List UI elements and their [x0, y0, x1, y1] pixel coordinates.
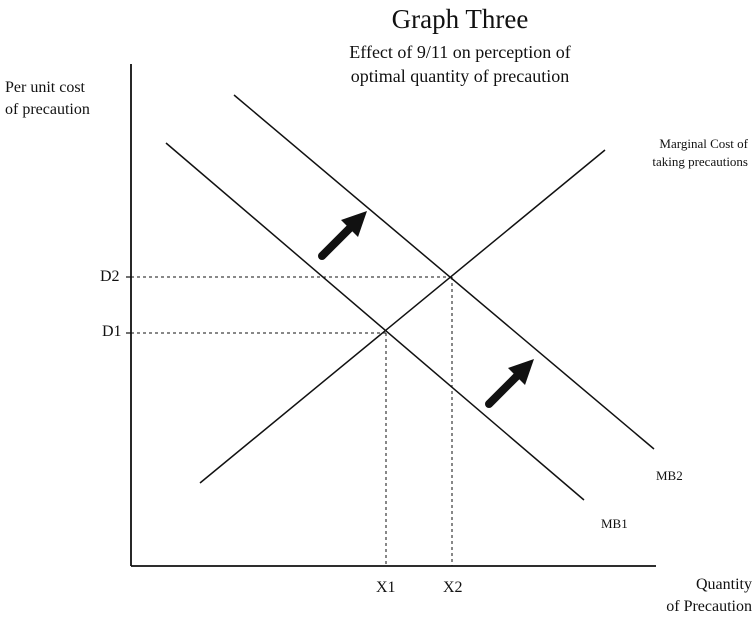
shift-arrow-lower: [485, 359, 534, 408]
x-axis-label: Quantity of Precaution: [666, 576, 752, 615]
x2-label: X2: [443, 579, 463, 596]
mb1-label: MB1: [601, 516, 628, 531]
d2-label: D2: [100, 268, 120, 285]
shift-arrow-upper: [318, 211, 367, 260]
marginal-cost-label: Marginal Cost of taking precautions: [652, 136, 748, 169]
y-axis-label: Per unit cost of precaution: [5, 79, 90, 118]
mb2-curve: [233, 94, 655, 450]
graph-subtitle: Effect of 9/11 on perception of optimal …: [349, 42, 571, 86]
mb1-curve: [165, 142, 585, 501]
mb2-label: MB2: [656, 468, 683, 483]
x1-label: X1: [376, 579, 396, 596]
marginal-cost-curve: [199, 149, 606, 484]
graph-title: Graph Three: [391, 4, 529, 34]
d1-label: D1: [102, 323, 122, 340]
